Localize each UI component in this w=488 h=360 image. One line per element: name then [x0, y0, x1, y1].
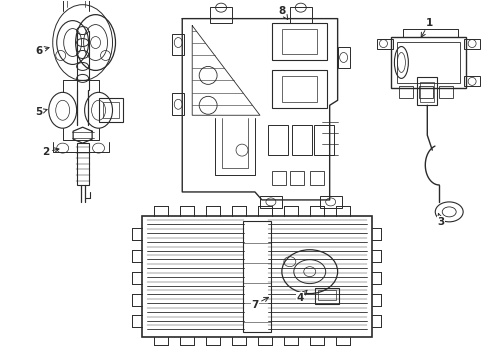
Bar: [281, 28, 316, 54]
Text: 2: 2: [42, 147, 59, 157]
Text: 7: 7: [251, 297, 268, 310]
Bar: [271, 171, 285, 185]
Text: 6: 6: [35, 45, 49, 55]
Bar: [337, 46, 349, 68]
Bar: [281, 76, 316, 102]
Bar: [314, 288, 338, 303]
Bar: [319, 196, 341, 208]
Bar: [463, 39, 479, 49]
Bar: [463, 76, 479, 86]
Bar: [142, 216, 371, 337]
Bar: [260, 196, 281, 208]
Text: 8: 8: [278, 6, 287, 19]
Text: 5: 5: [35, 107, 47, 117]
Bar: [271, 23, 326, 60]
Bar: [416, 77, 436, 105]
Bar: [210, 7, 232, 23]
Bar: [77, 143, 88, 185]
Text: 4: 4: [296, 291, 306, 302]
Text: 3: 3: [437, 213, 444, 227]
Bar: [419, 86, 432, 98]
Bar: [289, 171, 303, 185]
Bar: [172, 33, 184, 55]
Bar: [309, 171, 323, 185]
Bar: [291, 125, 311, 155]
Bar: [390, 37, 465, 88]
Bar: [267, 125, 287, 155]
Bar: [243, 221, 270, 332]
Bar: [289, 7, 311, 23]
Bar: [271, 71, 326, 108]
Bar: [377, 39, 393, 49]
Text: 1: 1: [420, 18, 432, 37]
Bar: [317, 289, 335, 300]
Bar: [397, 41, 459, 84]
Bar: [399, 86, 412, 98]
Bar: [438, 86, 452, 98]
Bar: [102, 102, 119, 118]
Bar: [99, 98, 123, 122]
Bar: [313, 125, 333, 155]
Bar: [172, 93, 184, 115]
Bar: [420, 82, 433, 102]
